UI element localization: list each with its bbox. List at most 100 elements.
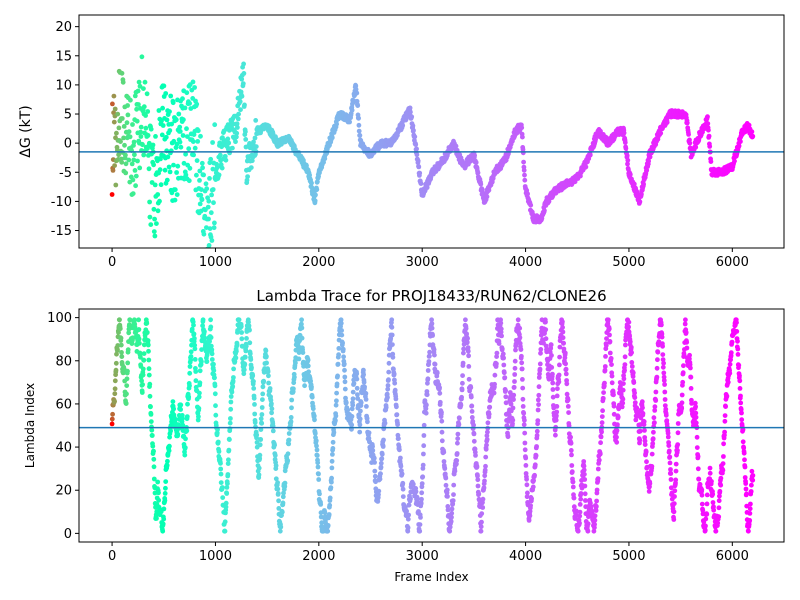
x-tick-label: 4000: [509, 255, 542, 270]
lambda-point: [423, 406, 429, 411]
lambda-point: [310, 406, 316, 412]
delta-g-point: [146, 140, 152, 146]
lambda-point: [642, 438, 648, 444]
lambda-point: [710, 500, 716, 505]
lambda-point: [382, 420, 388, 426]
lambda-point: [466, 376, 472, 382]
delta-g-point: [212, 220, 217, 226]
lambda-point: [256, 465, 262, 471]
lambda-point: [183, 436, 188, 442]
delta-g-point: [119, 159, 125, 165]
delta-g-point: [520, 150, 526, 156]
lambda-point: [260, 397, 265, 402]
lambda-point: [494, 361, 499, 367]
lambda-point: [241, 367, 247, 373]
delta-g-point: [583, 164, 589, 170]
delta-g-point: [417, 170, 423, 176]
lambda-point: [595, 476, 601, 481]
y-tick-label: 0: [64, 137, 72, 152]
lambda-point: [581, 467, 587, 473]
lambda-point: [170, 399, 176, 404]
lambda-point: [275, 491, 281, 496]
lambda-point: [318, 510, 324, 516]
lambda-point: [405, 525, 411, 531]
lambda-point: [632, 400, 638, 405]
lambda-point: [483, 463, 488, 469]
lambda-point: [141, 342, 147, 348]
delta-g-point: [140, 142, 145, 148]
lambda-point: [395, 422, 400, 427]
x-tick-label: 1000: [199, 255, 232, 270]
lambda-point: [318, 502, 324, 507]
delta-g-point: [625, 161, 630, 167]
lambda-point: [568, 440, 574, 446]
lambda-point: [632, 390, 637, 396]
lambda-point: [208, 335, 214, 340]
delta-g-point: [400, 123, 406, 128]
lambda-point: [517, 325, 523, 331]
delta-g-point: [646, 158, 651, 164]
lambda-point: [204, 359, 210, 364]
y-tick-label: 60: [55, 397, 72, 412]
lambda-point: [679, 400, 685, 406]
delta-g-point: [365, 146, 371, 152]
lambda-point: [325, 523, 331, 528]
lambda-point: [333, 418, 338, 423]
lambda-point: [330, 452, 335, 457]
lambda-point: [180, 422, 186, 428]
lambda-point: [735, 338, 740, 344]
lambda-point: [662, 397, 668, 402]
lambda-point: [468, 385, 474, 390]
lambda-point: [715, 520, 721, 526]
y-tick-label: 40: [55, 441, 72, 456]
lambda-point: [282, 480, 288, 486]
lambda-x-axis-label: Frame Index: [394, 570, 468, 584]
lambda-point: [350, 396, 356, 402]
lambda-point: [478, 524, 484, 530]
lambda-point: [109, 421, 115, 427]
lambda-point: [334, 381, 340, 387]
lambda-point: [415, 496, 420, 501]
delta-g-point: [163, 134, 169, 140]
delta-g-point: [334, 121, 339, 127]
delta-g-point: [200, 165, 206, 171]
lambda-point: [279, 509, 285, 515]
delta-g-point: [248, 165, 254, 171]
lambda-point: [743, 486, 749, 492]
lambda-point: [671, 501, 677, 506]
lambda-point: [208, 317, 214, 323]
lambda-point: [336, 352, 341, 358]
lambda-point: [314, 443, 319, 449]
delta-g-point: [413, 142, 419, 148]
lambda-point: [376, 488, 382, 494]
lambda-point: [171, 406, 177, 412]
delta-g-point: [587, 152, 593, 158]
lambda-point: [484, 442, 489, 448]
delta-g-point: [115, 111, 121, 117]
lambda-point: [557, 354, 562, 360]
lambda-point: [192, 342, 198, 348]
delta-g-point: [160, 105, 166, 111]
lambda-point: [285, 451, 291, 457]
lambda-point: [464, 339, 470, 345]
delta-g-point: [110, 168, 116, 173]
delta-g-point: [126, 129, 132, 135]
lambda-point: [400, 494, 406, 499]
lambda-point: [515, 317, 521, 323]
lambda-point: [652, 408, 658, 413]
lambda-point: [521, 422, 527, 428]
lambda-point: [269, 410, 274, 416]
lambda-point: [629, 350, 634, 355]
delta-g-point: [172, 187, 178, 193]
lambda-point: [654, 374, 660, 380]
lambda-point: [175, 431, 181, 437]
delta-g-point: [143, 125, 149, 131]
lambda-point: [684, 345, 690, 351]
lambda-point: [200, 317, 206, 323]
lambda-point: [231, 366, 237, 372]
lambda-point: [223, 500, 229, 506]
lambda-point: [188, 357, 194, 363]
lambda-point: [582, 477, 588, 482]
lambda-point: [358, 400, 364, 405]
lambda-point: [577, 509, 583, 515]
